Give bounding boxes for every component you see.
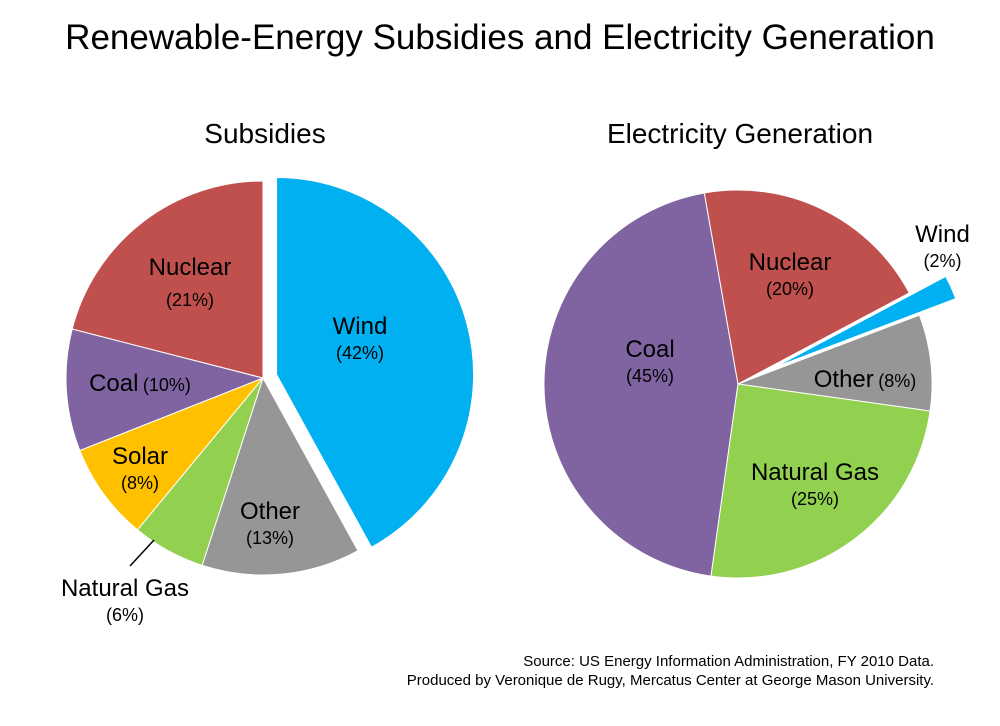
label-subsidies-wind: Wind (42%) [315, 312, 405, 365]
label-subsidies-coal-name: Coal [89, 370, 139, 397]
slice-subsidies-other [201, 376, 359, 576]
label-generation-coal: Coal (45%) [605, 335, 695, 388]
slice-generation-coal [543, 192, 739, 577]
label-generation-other-name: Other [813, 366, 874, 393]
source-line-1: Source: US Energy Information Administra… [523, 653, 934, 670]
label-generation-coal-pct: (45%) [625, 366, 674, 386]
label-generation-other-pct: (8%) [878, 371, 917, 391]
label-generation-nuclear-name: Nuclear [748, 249, 832, 276]
label-generation-natural-gas: Natural Gas (25%) [740, 458, 890, 511]
slice-generation-other [737, 314, 933, 412]
label-generation-nuclear-pct: (20%) [765, 279, 814, 299]
label-subsidies-natural-gas-name: Natural Gas [60, 575, 190, 602]
subsidies-pie-title: Subsidies [204, 118, 326, 149]
label-generation-natural-gas-pct: (25%) [790, 489, 839, 509]
label-generation-wind-name: Wind [915, 221, 970, 248]
label-subsidies-solar-pct: (8%) [120, 473, 159, 493]
slice-subsidies-wind [276, 177, 475, 548]
chart-title: Renewable-Energy Subsidies and Electrici… [65, 18, 935, 57]
natural-gas-leader-line [129, 539, 155, 567]
label-generation-natural-gas-name: Natural Gas [750, 459, 880, 486]
label-subsidies-solar: Solar (8%) [100, 442, 180, 495]
label-subsidies-coal: Coal (10%) [80, 369, 200, 399]
label-subsidies-natural-gas: Natural Gas (6%) [55, 574, 195, 627]
label-subsidies-nuclear-name: Nuclear [148, 254, 232, 281]
label-generation-coal-name: Coal [625, 336, 675, 363]
label-subsidies-coal-pct: (10%) [142, 375, 191, 395]
generation-pie-title: Electricity Generation [606, 118, 874, 149]
source-note: Source: US Energy Information Administra… [407, 652, 934, 690]
label-subsidies-wind-pct: (42%) [335, 343, 384, 363]
label-subsidies-nuclear-pct: (21%) [165, 290, 214, 310]
label-subsidies-other-pct: (13%) [245, 528, 294, 548]
slice-subsidies-nuclear [71, 180, 264, 379]
label-subsidies-other: Other (13%) [225, 497, 315, 550]
label-subsidies-natural-gas-pct: (6%) [105, 605, 144, 625]
label-generation-wind-pct: (2%) [923, 251, 962, 271]
label-subsidies-solar-name: Solar [111, 443, 169, 470]
slice-generation-natural-gas [710, 383, 931, 579]
slice-generation-nuclear [703, 189, 910, 385]
label-generation-other: Other (8%) [800, 365, 930, 395]
label-generation-nuclear: Nuclear (20%) [740, 248, 840, 301]
label-generation-wind: Wind (2%) [905, 220, 980, 273]
label-subsidies-wind-name: Wind [332, 313, 388, 340]
source-line-2: Produced by Veronique de Rugy, Mercatus … [406, 672, 934, 689]
label-subsidies-other-name: Other [239, 498, 301, 525]
label-subsidies-nuclear: Nuclear (21%) [140, 253, 240, 312]
slice-subsidies-coal [65, 328, 265, 452]
slice-subsidies-solar [79, 377, 264, 531]
slice-generation-wind [774, 275, 957, 368]
